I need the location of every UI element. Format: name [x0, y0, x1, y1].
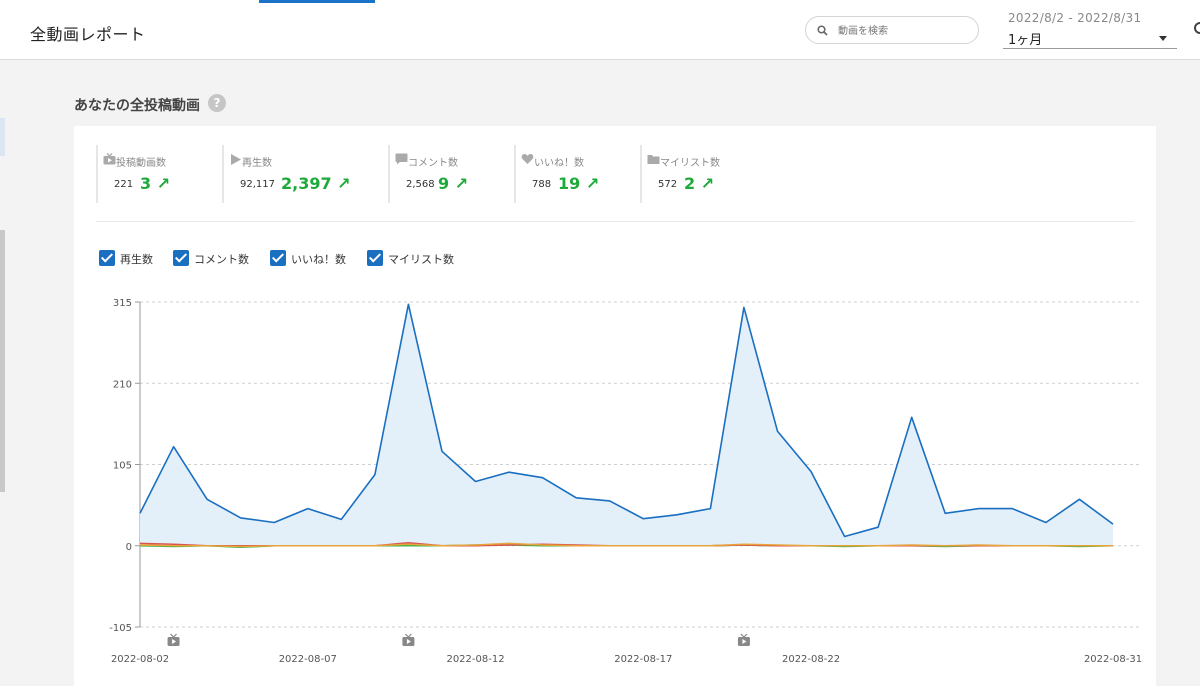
checkbox-checked-icon[interactable]: [270, 250, 286, 266]
legend-label: 再生数: [120, 253, 153, 266]
stat-total: 2,568: [406, 179, 435, 190]
stat-comments: コメント数 2,568 9 ↗: [388, 145, 516, 203]
stat-label: マイリスト数: [660, 158, 720, 169]
y-tick-label: 105: [113, 461, 132, 472]
series-line: [139, 542, 1113, 548]
period-select-value: 1ヶ月: [1008, 33, 1043, 48]
stats-row: 投稿動画数 221 3 ↗ 再生数 92,117 2,397 ↗ コメント数 2…: [96, 145, 896, 203]
stat-mylist: マイリスト数 572 2 ↗: [640, 145, 768, 203]
video-search[interactable]: [805, 16, 979, 44]
series-area-views: [140, 304, 1113, 546]
stat-diff: 2,397 ↗: [281, 174, 351, 193]
y-tick-label: -105: [109, 623, 132, 634]
stat-total: 572: [658, 179, 678, 190]
checkbox-checked-icon[interactable]: [99, 250, 115, 266]
checkbox-checked-icon[interactable]: [367, 250, 383, 266]
stat-label: いいね！数: [534, 158, 584, 169]
upload-marker-icon[interactable]: [402, 633, 415, 646]
stat-videos: 投稿動画数 221 3 ↗: [96, 145, 224, 203]
stat-views: 再生数 92,117 2,397 ↗: [222, 145, 390, 203]
stat-label: 再生数: [242, 158, 272, 169]
comment-icon: [395, 153, 408, 165]
x-tick-label: 2022-08-22: [782, 654, 840, 665]
stat-label: コメント数: [408, 158, 458, 169]
legend-label: いいね！数: [291, 253, 346, 266]
series-line: [139, 303, 1114, 538]
search-icon: [817, 25, 828, 36]
x-tick-label: 2022-08-12: [446, 654, 504, 665]
report-card: [74, 126, 1156, 686]
search-input[interactable]: [836, 21, 976, 41]
heart-icon: [521, 153, 534, 164]
upload-marker-icon[interactable]: [167, 633, 180, 646]
stat-total: 221: [114, 179, 134, 190]
date-range-text: 2022/8/2 - 2022/8/31: [1008, 11, 1142, 25]
tv-icon: [103, 153, 116, 165]
upload-marker-icon[interactable]: [737, 633, 750, 646]
legend-label: マイリスト数: [388, 253, 454, 266]
checkbox-checked-icon[interactable]: [173, 250, 189, 266]
stat-total: 788: [532, 179, 552, 190]
x-tick-label: 2022-08-31: [1084, 654, 1142, 665]
info-icon[interactable]: [1194, 22, 1200, 34]
stat-likes: いいね！数 788 19 ↗: [514, 145, 642, 203]
stat-label: 投稿動画数: [116, 158, 166, 169]
y-tick-label: 210: [113, 379, 132, 390]
period-select[interactable]: 1ヶ月: [1003, 26, 1177, 49]
section-title: あなたの全投稿動画: [74, 98, 200, 114]
x-tick-label: 2022-08-02: [111, 654, 169, 665]
play-icon: [231, 154, 241, 165]
x-tick-label: 2022-08-07: [279, 654, 337, 665]
sidebar-scrollbar[interactable]: [0, 230, 5, 492]
legend-label: コメント数: [194, 253, 249, 266]
y-tick-label: 0: [126, 542, 132, 553]
folder-icon: [647, 155, 660, 164]
stat-diff: 19 ↗: [558, 174, 600, 193]
stat-diff: 9 ↗: [438, 174, 469, 193]
stat-total: 92,117: [240, 179, 275, 190]
stat-diff: 2 ↗: [684, 174, 715, 193]
stat-diff: 3 ↗: [140, 174, 171, 193]
help-icon[interactable]: ?: [208, 94, 226, 112]
caret-down-icon: [1159, 36, 1167, 41]
page-title: 全動画レポート: [30, 25, 146, 44]
y-tick-label: 315: [113, 298, 132, 309]
divider: [96, 221, 1134, 222]
sidebar-active-mark: [0, 118, 5, 156]
x-tick-label: 2022-08-17: [614, 654, 672, 665]
active-tab-indicator: [259, 0, 375, 3]
header-bar: 全動画レポート 2022/8/2 - 2022/8/31 1ヶ月: [0, 0, 1200, 60]
